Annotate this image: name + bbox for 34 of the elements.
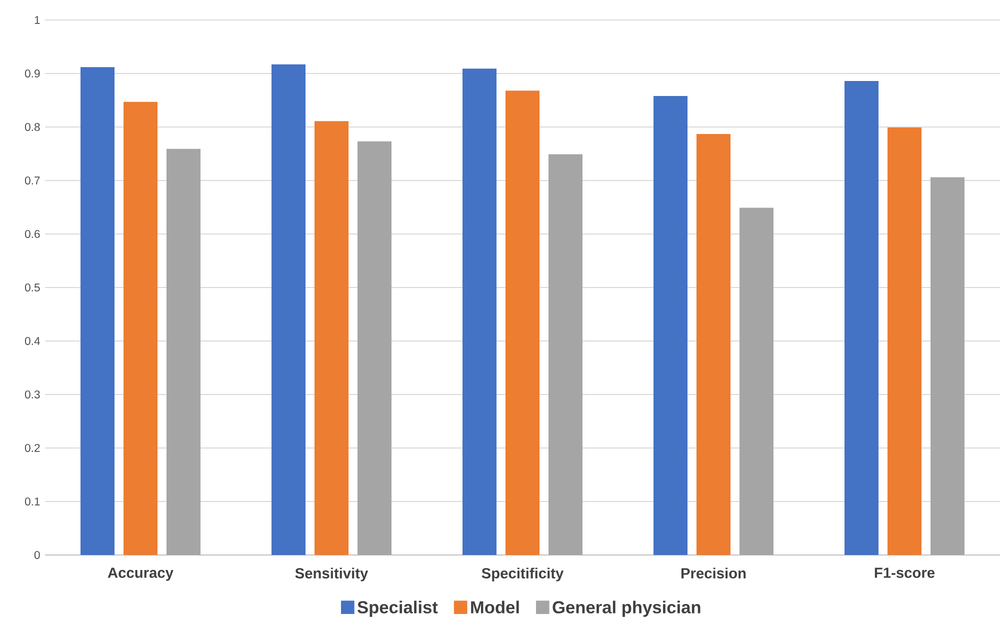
y-tick-label: 0.3 (24, 390, 40, 398)
legend-label: Model (471, 600, 519, 614)
legend-label: Specialist (358, 600, 438, 617)
bar (844, 80, 878, 555)
x-tick-label: F1-score (874, 568, 935, 578)
bar (272, 64, 306, 555)
bar (548, 154, 582, 555)
bar (930, 177, 964, 555)
y-tick-label: 0.8 (24, 122, 40, 131)
y-tick-label: 0.5 (24, 283, 40, 292)
y-tick-label: 0.7 (24, 176, 40, 184)
x-tick-label: Specitificity (482, 568, 564, 582)
bar (506, 90, 540, 555)
bar (314, 121, 349, 555)
bar (696, 134, 730, 555)
y-tick-label: 0.1 (24, 497, 40, 506)
x-tick-label: Sensitivity (295, 568, 368, 582)
x-tick-label: Accuracy (108, 568, 174, 581)
legend-label: General physician (552, 600, 700, 617)
bar (124, 102, 158, 555)
bar (888, 128, 922, 555)
y-tick-label: 0.2 (24, 444, 40, 452)
y-tick-label: 0.9 (24, 69, 40, 78)
bar (358, 141, 392, 555)
y-tick-label: 1 (34, 16, 40, 24)
bar (462, 68, 497, 555)
y-tick-label: 0.4 (24, 336, 40, 345)
y-tick-label: 0.6 (24, 230, 40, 238)
bar (740, 208, 774, 555)
bar (80, 67, 115, 555)
x-tick-label: Precision (681, 568, 746, 578)
bar (166, 148, 201, 555)
bar (654, 96, 688, 555)
y-tick-label: 0 (34, 550, 40, 559)
